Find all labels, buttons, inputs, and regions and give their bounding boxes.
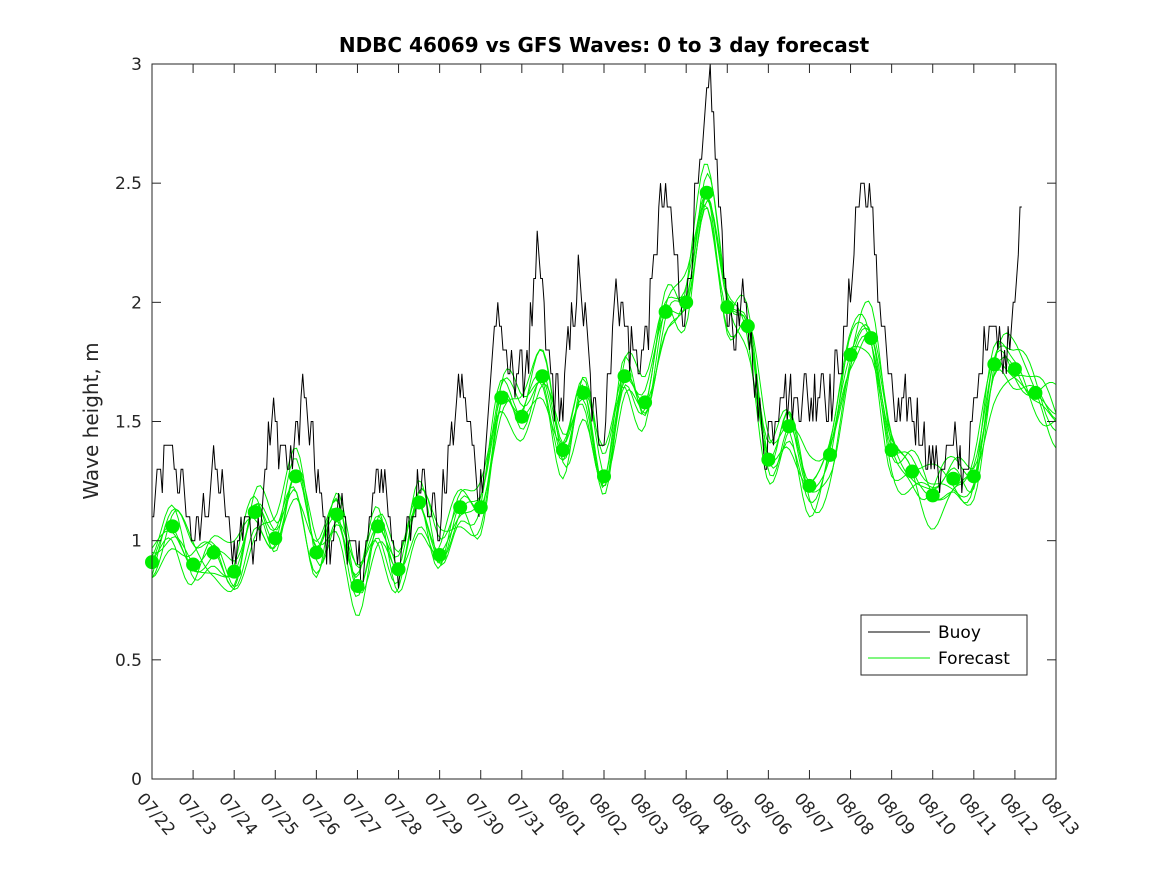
forecast-point	[268, 531, 283, 546]
forecast-point	[432, 547, 447, 562]
forecast-point	[699, 185, 714, 200]
forecast-point	[391, 562, 406, 577]
forecast-point	[679, 295, 694, 310]
forecast-point	[802, 478, 817, 493]
y-tick-label: 3	[131, 55, 142, 75]
forecast-point	[288, 469, 303, 484]
forecast-point	[494, 390, 509, 405]
forecast-point	[638, 395, 653, 410]
y-tick-label: 0	[131, 770, 142, 790]
y-tick-label: 2.5	[115, 174, 142, 194]
y-tick-label: 0.5	[115, 651, 142, 671]
forecast-point	[535, 369, 550, 384]
forecast-point	[617, 369, 632, 384]
forecast-point	[781, 419, 796, 434]
forecast-point	[843, 347, 858, 362]
forecast-line	[151, 194, 1057, 616]
legend-box	[860, 614, 1028, 676]
forecast-point	[946, 471, 961, 486]
legend-buoy-label: Buoy	[938, 623, 981, 643]
legend: Buoy Forecast	[860, 614, 1028, 676]
y-tick-label: 1.5	[115, 413, 142, 433]
forecast-point	[453, 500, 468, 515]
forecast-point	[1007, 362, 1022, 377]
forecast-point	[247, 505, 262, 520]
forecast-point	[309, 545, 324, 560]
forecast-point	[350, 578, 365, 593]
forecast-point	[597, 469, 611, 484]
forecast-point	[555, 443, 570, 458]
forecast-point	[1028, 385, 1043, 400]
forecast-point	[371, 519, 385, 534]
forecast-point	[329, 507, 344, 522]
y-axis-label: Wave height, m	[79, 342, 103, 499]
forecast-point	[864, 331, 879, 346]
forecast-line	[151, 204, 1057, 594]
forecast-point	[740, 319, 755, 334]
forecast-point	[412, 495, 427, 510]
forecast-point	[884, 443, 899, 458]
forecast-point	[473, 500, 488, 515]
forecast-point	[576, 385, 591, 400]
forecast-point	[165, 519, 180, 534]
forecast-point	[823, 447, 837, 462]
chart-title: NDBC 46069 vs GFS Waves: 0 to 3 day fore…	[339, 33, 870, 57]
series-layer	[145, 63, 1057, 616]
buoy-line	[152, 63, 1022, 589]
forecast-point	[720, 300, 735, 315]
forecast-point	[514, 409, 529, 424]
y-tick-label: 1	[131, 532, 142, 552]
forecast-point	[925, 488, 940, 503]
legend-forecast-label: Forecast	[938, 649, 1010, 669]
forecast-point	[227, 564, 242, 579]
forecast-point	[186, 557, 201, 572]
forecast-point	[761, 452, 776, 467]
forecast-point	[905, 464, 920, 479]
y-tick-label: 2	[131, 293, 142, 313]
forecast-point	[206, 545, 221, 560]
forecast-point	[987, 357, 1002, 372]
forecast-point	[966, 469, 981, 484]
forecast-point	[658, 304, 673, 319]
